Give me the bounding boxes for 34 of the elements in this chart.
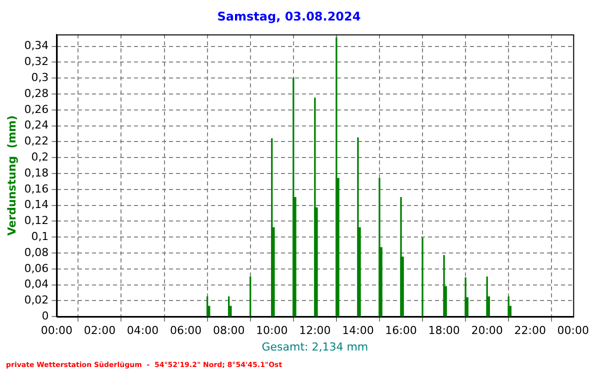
x-tick-label: 00:00 [40,324,73,338]
y-tick-label: 0,2 [31,150,49,164]
x-tick-label: 06:00 [170,324,202,338]
y-tick-label: 0,18 [24,166,49,180]
y-axis-title: Verdunstung (mm) [5,115,18,236]
y-tick-label: 0,04 [24,278,49,291]
x-axis-title: Gesamt: 2,134 mm [262,340,368,354]
y-tick-label: 0,16 [24,182,49,196]
y-tick-label: 0 [42,309,49,322]
x-tick-label: 14:00 [342,324,374,338]
x-tick-label: 00:00 [557,324,589,338]
x-tick-label: 22:00 [514,324,546,338]
chart-title: Samstag, 03.08.2024 [217,9,361,24]
x-tick-label: 10:00 [256,324,288,338]
y-tick-label: 0,12 [24,214,49,228]
x-tick-label: 20:00 [471,324,503,338]
y-tick-label: 0,26 [24,102,49,116]
x-tick-label: 16:00 [385,324,417,338]
x-tick-label: 04:00 [126,324,159,338]
y-tick-label: 0,3 [31,70,49,84]
x-tick-label: 18:00 [428,324,460,338]
y-tick-label: 0,24 [24,118,49,132]
y-tick-label: 0,14 [24,198,49,212]
y-tick-label: 0,28 [24,86,49,100]
y-tick-label: 0,34 [24,39,49,52]
y-tick-label: 0,32 [24,55,49,68]
x-tick-label: 08:00 [212,324,245,338]
y-tick-label: 0,08 [24,246,49,259]
x-tick-label: 02:00 [84,324,116,338]
x-tick-label: 12:00 [299,324,331,338]
y-tick-label: 0,02 [24,294,49,307]
y-tick-label: 0,22 [24,134,49,148]
y-tick-label: 0,06 [24,262,49,275]
y-tick-label: 0,1 [31,230,49,243]
